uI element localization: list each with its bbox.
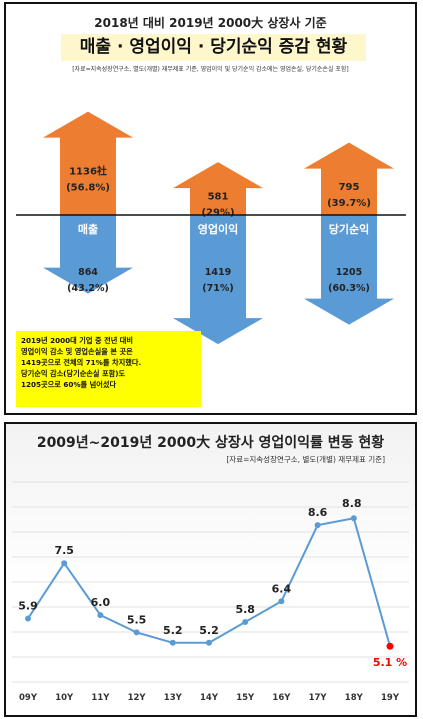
x-tick-label: 17Y — [309, 693, 328, 703]
data-point — [97, 612, 104, 619]
category-label: 매출 — [78, 222, 98, 236]
data-label: 6.4 — [272, 582, 292, 595]
increase-percent-label: (29%) — [201, 208, 234, 219]
panel-margin-trend: 2009년~2019년 2000大 상장사 영업이익률 변동 현황 [자료=지속… — [4, 422, 417, 717]
down-arrow — [173, 215, 263, 345]
data-label: 6.0 — [91, 596, 111, 609]
decrease-percent-label: (43.2%) — [67, 283, 109, 294]
arrow-chart: 1136社 (56.8%) 매출 864 (43.2%) 581 (29%) 영업이익 1419… — [16, 111, 406, 345]
decrease-count-label: 1205 — [336, 267, 362, 278]
category-label: 영업이익 — [198, 222, 238, 236]
note-line: 2019년 2000대 기업 중 전년 대비 — [21, 336, 134, 345]
increase-count-label: 1136社 — [69, 164, 107, 177]
x-tick-label: 11Y — [91, 693, 110, 703]
panel2-title: 2009년~2019년 2000大 상장사 영업이익률 변동 현황 — [36, 435, 385, 451]
data-label: 5.5 — [127, 613, 147, 626]
x-tick-label: 10Y — [55, 693, 74, 703]
data-point — [25, 615, 31, 622]
decrease-percent-label: (71%) — [202, 283, 233, 294]
panel-revenue-profit-change: 2018년 대비 2019년 2000大 상장사 기준 매출 · 영업이익 · … — [4, 2, 417, 415]
data-label: 7.5 — [54, 544, 74, 557]
data-label: 8.6 — [308, 506, 328, 519]
data-point — [350, 515, 357, 522]
panel1-title-line1: 2018년 대비 2019년 2000大 상장사 기준 — [94, 16, 327, 30]
panel2-source: [자료=지속성장연구소, 별도(개별) 재무제표 기준] — [226, 455, 385, 464]
up-arrow — [173, 162, 263, 215]
increase-percent-label: (39.7%) — [327, 198, 371, 209]
panel1-source: [자료=지속성장연구소, 별도(개별) 재무제표 기준, 영업이익 및 당기순익… — [72, 66, 349, 73]
x-tick-label: 13Y — [164, 693, 183, 703]
down-arrow — [43, 215, 133, 294]
data-point — [386, 642, 394, 650]
data-point — [169, 639, 176, 646]
line-chart: 5.9 7.5 6.0 5.5 5.2 5.2 5.8 6.4 8.6 8.8 5.1 % 09Y 10… — [12, 481, 409, 703]
panel1-title-line2: 매출 · 영업이익 · 당기순익 증감 현황 — [61, 34, 366, 61]
note-line: 1205곳으로 60%를 넘어섰다 — [21, 380, 117, 389]
decrease-count-label: 864 — [78, 267, 98, 278]
x-tick-label: 19Y — [381, 693, 400, 703]
note-line: 당기순익 감소(당기순손실 포함)도 — [21, 369, 126, 378]
increase-count-label: 581 — [208, 192, 229, 203]
summary-note: 2019년 2000대 기업 중 전년 대비 영업이익 감소 및 영업손실을 본… — [16, 331, 201, 407]
data-point — [278, 598, 285, 605]
down-arrow — [304, 215, 394, 325]
data-label: 5.8 — [235, 603, 255, 616]
data-point — [314, 522, 321, 529]
up-arrow — [304, 142, 394, 215]
decrease-count-label: 1419 — [205, 267, 231, 278]
x-tick-label: 18Y — [345, 693, 364, 703]
data-point — [206, 639, 212, 646]
note-line: 1419곳으로 전체의 71%를 차지했다. — [21, 358, 142, 367]
x-tick-label: 09Y — [19, 693, 38, 703]
increase-count-label: 795 — [339, 182, 360, 193]
x-tick-label: 16Y — [272, 693, 291, 703]
x-tick-label: 14Y — [200, 693, 219, 703]
data-point — [242, 619, 249, 626]
data-label: 5.9 — [18, 600, 38, 613]
data-label: 5.2 — [199, 624, 219, 637]
data-point — [61, 560, 68, 567]
x-tick-label: 12Y — [128, 693, 147, 703]
x-tick-label: 15Y — [236, 693, 255, 703]
data-label: 5.2 — [163, 624, 183, 637]
decrease-percent-label: (60.3%) — [328, 283, 370, 294]
data-point — [133, 629, 140, 636]
category-label: 당기순익 — [329, 222, 369, 236]
up-arrow — [43, 111, 133, 215]
data-label: 8.8 — [342, 497, 362, 510]
increase-percent-label: (56.8%) — [66, 182, 110, 193]
data-label: 5.1 % — [373, 656, 407, 669]
note-line: 영업이익 감소 및 영업손실을 본 곳은 — [21, 347, 133, 356]
